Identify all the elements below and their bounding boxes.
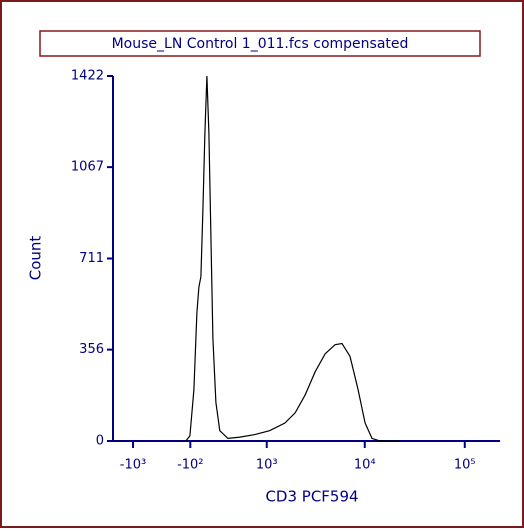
y-tick-label: 1067 bbox=[71, 160, 104, 175]
y-tick-label: 356 bbox=[79, 342, 104, 357]
x-tick-label: 10³ bbox=[256, 458, 278, 473]
y-axis-label: Count bbox=[27, 236, 45, 281]
y-tick-label: 711 bbox=[79, 251, 104, 266]
x-tick-label: 10⁵ bbox=[454, 458, 476, 473]
x-tick-label: 10⁴ bbox=[354, 458, 376, 473]
y-tick-label: 0 bbox=[96, 434, 104, 449]
x-tick-label: -10³ bbox=[120, 458, 146, 473]
title-box bbox=[39, 30, 481, 57]
x-axis-label: CD3 PCF594 bbox=[265, 488, 358, 506]
histogram-line bbox=[185, 75, 400, 442]
chart-title: Mouse_LN Control 1_011.fcs compensated bbox=[112, 36, 409, 52]
x-tick-label: -10² bbox=[177, 458, 203, 473]
y-tick-label: 1422 bbox=[71, 69, 104, 84]
